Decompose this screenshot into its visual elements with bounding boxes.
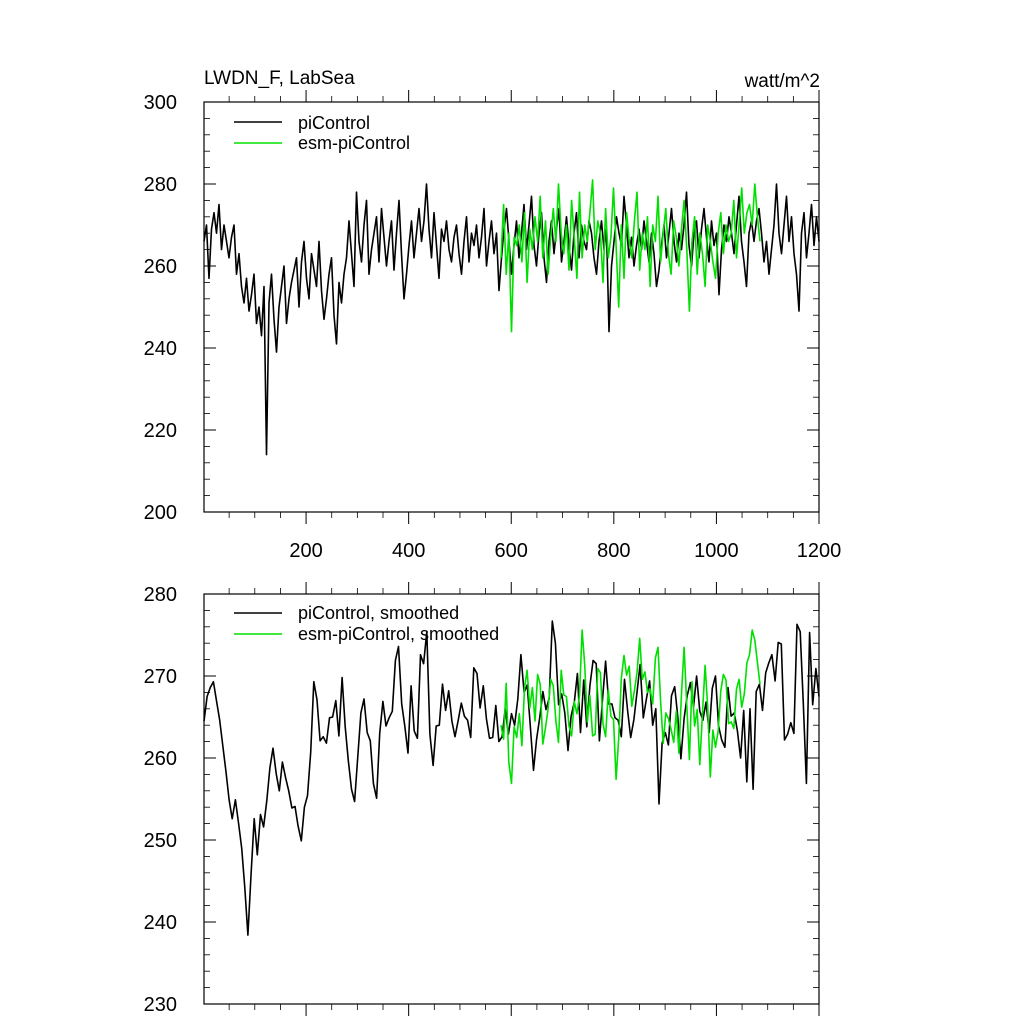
bottom-y-tick-label: 260 bbox=[144, 748, 177, 770]
top-y-tick-label: 280 bbox=[144, 174, 177, 196]
top-y-tick-label: 220 bbox=[144, 420, 177, 442]
legend-label-esm-picontrol-smoothed: esm-piControl, smoothed bbox=[298, 624, 499, 644]
top-y-tick-label: 260 bbox=[144, 256, 177, 278]
legend-label-picontrol-smoothed: piControl, smoothed bbox=[298, 603, 459, 623]
bottom-chart-legend: piControl, smoothed esm-piControl, smoot… bbox=[234, 603, 499, 644]
top-chart-tick-labels: 200 220 240 260 280 300 200 400 600 800 1000 1200 bbox=[144, 92, 842, 562]
top-y-tick-label: 300 bbox=[144, 92, 177, 114]
top-series-picontrol-line bbox=[203, 183, 820, 456]
top-x-tick-label: 1000 bbox=[694, 540, 739, 562]
bottom-chart-tick-labels: 230 240 250 260 270 280 bbox=[144, 584, 177, 1016]
top-chart-legend: piControl esm-piControl bbox=[234, 113, 410, 153]
bottom-y-tick-label: 240 bbox=[144, 912, 177, 934]
legend-label-picontrol: piControl bbox=[298, 113, 370, 133]
bottom-chart-series bbox=[203, 620, 820, 936]
top-x-tick-label: 600 bbox=[495, 540, 528, 562]
bottom-chart-plot-frame bbox=[203, 593, 820, 1005]
bottom-y-tick-label: 280 bbox=[144, 584, 177, 606]
bottom-series-picontrol-line bbox=[203, 620, 820, 936]
legend-label-esm-picontrol: esm-piControl bbox=[298, 133, 410, 153]
top-chart-plot-frame bbox=[203, 101, 820, 513]
bottom-y-tick-label: 270 bbox=[144, 666, 177, 688]
bottom-series-esm-picontrol-line bbox=[500, 629, 761, 785]
bottom-chart-ticks bbox=[204, 582, 820, 1016]
top-series-esm-picontrol-line bbox=[500, 179, 761, 333]
bottom-y-tick-label: 250 bbox=[144, 830, 177, 852]
top-chart-title: LWDN_F, LabSea bbox=[204, 68, 355, 89]
top-chart-panel: LWDN_F, LabSea watt/m^2 200 220 240 260 280 3… bbox=[144, 68, 842, 562]
top-x-tick-label: 800 bbox=[597, 540, 630, 562]
top-chart-units: watt/m^2 bbox=[744, 71, 820, 92]
top-chart-series bbox=[203, 179, 820, 456]
bottom-y-tick-label: 230 bbox=[144, 994, 177, 1016]
top-x-tick-label: 200 bbox=[289, 540, 322, 562]
bottom-chart-panel: 230 240 250 260 270 280 piControl, smoothed e… bbox=[144, 582, 820, 1016]
top-x-tick-label: 1200 bbox=[797, 540, 842, 562]
top-x-tick-label: 400 bbox=[392, 540, 425, 562]
top-y-tick-label: 200 bbox=[144, 502, 177, 524]
top-y-tick-label: 240 bbox=[144, 338, 177, 360]
